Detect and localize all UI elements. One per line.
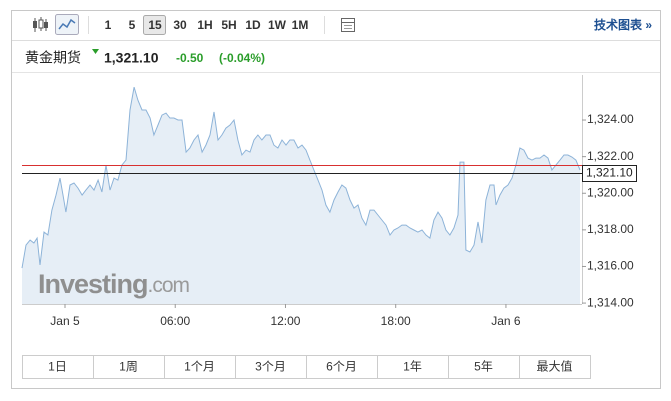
area-fill <box>22 87 580 304</box>
instrument-name: 黄金期货 <box>25 50 81 66</box>
y-tick-label: 1,320.00 <box>587 185 634 199</box>
range-button[interactable]: 1年 <box>403 360 422 374</box>
x-tick-label: Jan 5 <box>50 314 80 328</box>
selected-interval-box <box>143 15 166 35</box>
price: 1,321.10 <box>104 50 159 66</box>
area-icon[interactable] <box>55 14 79 35</box>
interval-button[interactable]: 5H <box>221 18 236 32</box>
watermark-part: Investing <box>38 269 148 299</box>
y-tick-label: 1,314.00 <box>587 295 634 309</box>
candle-icon[interactable] <box>33 17 48 32</box>
watermark-part: .com <box>148 274 190 297</box>
down-arrow <box>92 49 99 54</box>
interval-button[interactable]: 1H <box>197 18 212 32</box>
range-button[interactable]: 1日 <box>48 360 67 374</box>
range-button[interactable]: 6个月 <box>326 360 357 374</box>
range-button[interactable]: 1个月 <box>184 360 215 374</box>
x-tick-label: Jan 6 <box>491 314 521 328</box>
technical-link[interactable]: 技术图表 » <box>594 17 652 32</box>
range-button[interactable]: 3个月 <box>255 360 286 374</box>
watermark: Investing.com <box>38 269 190 299</box>
range-button[interactable]: 5年 <box>474 360 493 374</box>
interval-button[interactable]: 5 <box>129 18 136 32</box>
range-button[interactable]: 1周 <box>119 360 138 374</box>
interval-button[interactable]: 1 <box>105 18 112 32</box>
y-tick-label: 1,324.00 <box>587 112 634 126</box>
y-tick-label: 1,316.00 <box>587 259 634 273</box>
price-line <box>21 86 581 269</box>
y-tick-label: 1,318.00 <box>587 222 634 236</box>
price-tag <box>582 165 637 182</box>
interval-button[interactable]: 1M <box>292 18 309 32</box>
interval-button[interactable]: 15 <box>148 18 162 32</box>
x-tick-label: 18:00 <box>381 314 411 328</box>
range-button[interactable]: 最大值 <box>536 359 572 374</box>
change: -0.50 <box>176 51 204 65</box>
change-percent: (-0.04%) <box>219 51 265 65</box>
x-tick-label: 06:00 <box>160 314 190 328</box>
x-tick-label: 12:00 <box>270 314 300 328</box>
price-tag-label: 1,321.10 <box>586 166 633 180</box>
interval-button[interactable]: 1D <box>245 18 261 32</box>
y-tick-label: 1,322.00 <box>587 149 634 163</box>
interval-button[interactable]: 30 <box>173 18 187 32</box>
table-icon[interactable] <box>341 18 355 32</box>
interval-button[interactable]: 1W <box>268 18 287 32</box>
